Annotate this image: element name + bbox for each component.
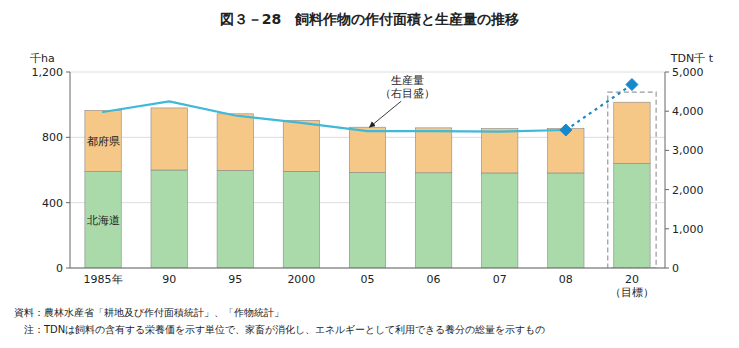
bar (85, 110, 121, 171)
bar (283, 171, 319, 268)
x-tick-label: 2000 (287, 273, 315, 286)
y2-tick-label: 5,000 (672, 66, 704, 79)
plot-area (85, 79, 656, 268)
y2-tick-label: 2,000 (672, 184, 704, 197)
y2-tick (665, 189, 669, 190)
bar (217, 114, 253, 171)
grid-line (70, 72, 665, 73)
y-tick-label: 1,200 (32, 66, 64, 79)
target-box (608, 92, 656, 268)
y2-tick-label: 0 (672, 262, 679, 275)
bar (283, 120, 319, 171)
marker (560, 124, 572, 136)
y-tick-label: 800 (42, 131, 63, 144)
y-tick (66, 72, 70, 73)
y-tick (66, 268, 70, 269)
chart: 図３－28 飼料作物の作付面積と生産量の推移 0 400 800 1,200 0 1,000… (0, 0, 739, 348)
y2-tick (665, 228, 669, 229)
annotation: 生産量（右目盛） (380, 74, 435, 100)
line (566, 85, 632, 130)
x-tick-label: 05 (361, 273, 375, 286)
footnote: 注：TDNは飼料の含有する栄養価を示す単位で、家畜が消化し、エネルギーとして利用… (14, 324, 545, 335)
bar (415, 173, 451, 268)
y2-tick-label: 4,000 (672, 105, 704, 118)
y-axis-label: 千ha (30, 52, 55, 65)
bar (217, 170, 253, 268)
bar (85, 172, 121, 268)
bar (614, 163, 650, 268)
footnote: 資料：農林水産省「耕地及び作付面積統計」、「作物統計」 (14, 307, 284, 318)
y2-tick (665, 150, 669, 151)
x-tick-label: 07 (493, 273, 507, 286)
y2-axis (665, 72, 666, 268)
x-tick-label: 95 (228, 273, 242, 286)
y2-tick (665, 111, 669, 112)
x-tick-label: 90 (162, 273, 176, 286)
y2-tick (665, 268, 669, 269)
bar (614, 102, 650, 163)
y-tick-label: 400 (42, 197, 63, 210)
line (103, 101, 566, 131)
bar (415, 128, 451, 173)
bar (151, 170, 187, 268)
x-tick-label: 08 (559, 273, 573, 286)
bar (482, 129, 518, 173)
x-tick-label: 06 (427, 273, 441, 286)
annotation-arrow (370, 101, 402, 127)
y2-tick (665, 72, 669, 73)
x-axis (70, 268, 665, 269)
x-tick-label: 1985年 (84, 273, 123, 286)
title: 図３－28 飼料作物の作付面積と生産量の推移 (220, 11, 519, 27)
grid-line (70, 268, 665, 269)
y-tick (66, 137, 70, 138)
y2-tick-label: 3,000 (672, 144, 704, 157)
y-axis (70, 72, 71, 268)
y-tick (66, 202, 70, 203)
bar (349, 172, 385, 268)
x-tick-label: 20（目標） (610, 273, 654, 299)
series-label: 都府県 (87, 135, 120, 148)
series-label: 北海道 (87, 214, 120, 227)
y-tick-label: 0 (56, 262, 63, 275)
bar (349, 127, 385, 172)
y2-tick-label: 1,000 (672, 223, 704, 236)
bar (548, 173, 584, 268)
bar (482, 173, 518, 268)
marker (626, 79, 638, 91)
bar (151, 108, 187, 170)
y2-axis-label: TDN千 t (670, 52, 714, 65)
